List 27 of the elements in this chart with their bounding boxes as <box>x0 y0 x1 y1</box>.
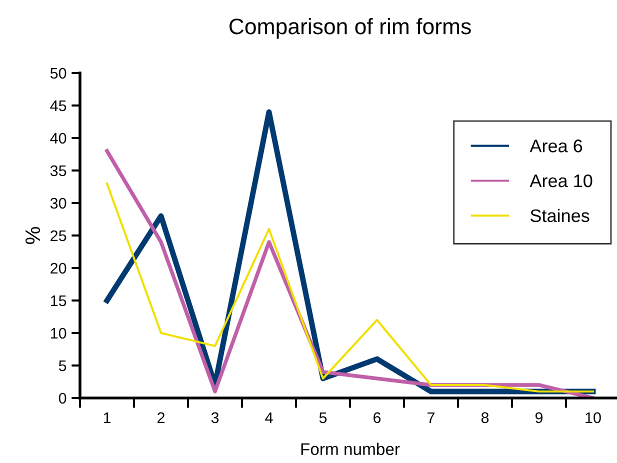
y-tick-label: 40 <box>50 132 66 144</box>
x-tick-label: 10 <box>586 412 601 424</box>
x-tick-label: 8 <box>481 412 489 424</box>
x-tick-label: 6 <box>374 412 381 424</box>
x-axis-title: Form number <box>301 442 400 456</box>
y-tick-label: 30 <box>50 198 66 209</box>
y-tick-label: 0 <box>58 392 66 404</box>
y-axis-title: % <box>25 226 40 244</box>
legend-label: Area 6 <box>530 140 582 152</box>
y-tick-label: 20 <box>50 262 66 274</box>
x-tick-label: 5 <box>319 412 327 424</box>
legend-label: Area 10 <box>530 174 592 188</box>
y-tick-label: 45 <box>50 100 66 112</box>
legend-label: Staines <box>530 208 590 222</box>
x-tick-label: 7 <box>428 412 434 423</box>
y-tick-label: 5 <box>58 360 66 372</box>
x-tick-label: 4 <box>265 412 273 423</box>
y-tick-label: 15 <box>50 296 66 306</box>
y-tick-label: 35 <box>50 165 66 176</box>
y-tick-label: 10 <box>50 328 66 339</box>
x-tick-label: 2 <box>158 412 164 423</box>
chart-title: Comparison of rim forms <box>230 18 471 39</box>
y-tick-label: 25 <box>50 230 66 242</box>
x-tick-label: 3 <box>211 412 219 424</box>
y-tick-label: 50 <box>50 68 66 79</box>
x-tick-label: 1 <box>104 412 111 423</box>
x-tick-label: 9 <box>535 412 543 424</box>
